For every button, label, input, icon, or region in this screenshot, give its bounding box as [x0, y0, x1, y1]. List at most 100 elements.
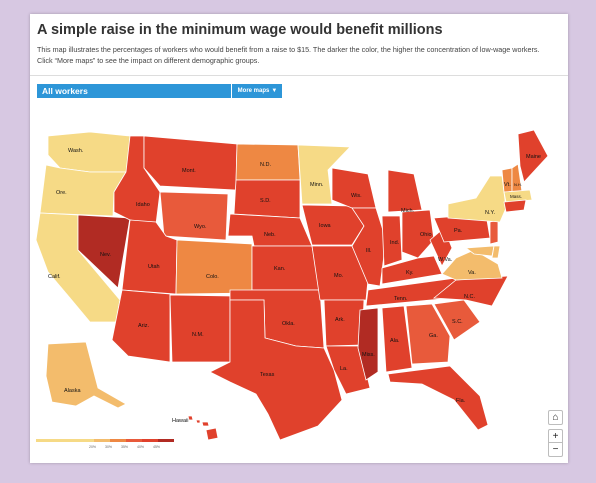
legend-tick-label: 40%	[137, 445, 144, 449]
page-title: A simple raise in the minimum wage would…	[37, 22, 443, 38]
state-ky[interactable]	[381, 255, 443, 285]
label-fla: Fla.	[456, 398, 466, 404]
state-sc[interactable]	[433, 299, 481, 341]
label-wva: W.Va.	[438, 257, 453, 263]
state-nc[interactable]	[432, 275, 509, 307]
legend-tick-label: 30%	[105, 445, 112, 449]
label-la: La.	[340, 366, 348, 372]
label-ky: Ky.	[406, 270, 414, 276]
state-colo[interactable]	[175, 239, 253, 295]
state-kan[interactable]	[251, 245, 321, 291]
label-nm: N.M.	[192, 332, 204, 338]
state-miss[interactable]	[357, 307, 379, 381]
label-ga: Ga.	[429, 333, 438, 339]
more-maps-button[interactable]: More maps ▼	[231, 84, 283, 98]
state-ohio[interactable]	[401, 209, 435, 259]
state-ala[interactable]	[381, 305, 413, 373]
state-va[interactable]	[441, 249, 503, 281]
state-la[interactable]	[325, 345, 371, 395]
home-icon: ⌂	[552, 412, 559, 423]
home-button[interactable]: ⌂	[548, 410, 563, 425]
state-de[interactable]	[491, 245, 501, 259]
label-idaho: Idaho	[136, 202, 150, 208]
state-nj[interactable]	[489, 219, 499, 245]
label-wyo: Wyo.	[194, 224, 207, 230]
legend-swatch	[142, 439, 158, 442]
legend-swatch	[36, 439, 94, 442]
more-maps-label: More maps	[237, 88, 270, 94]
state-neb[interactable]	[227, 213, 313, 247]
legend-swatch	[94, 439, 110, 442]
state-mo[interactable]	[311, 245, 369, 301]
state-wis[interactable]	[331, 167, 377, 209]
label-maine: Maine	[526, 154, 541, 160]
label-sd: S.D.	[260, 198, 271, 204]
label-wash: Wash.	[68, 148, 84, 154]
state-ill[interactable]	[351, 207, 387, 287]
label-ohio: Ohio	[420, 232, 432, 238]
label-hawaii: Hawaii	[172, 418, 189, 424]
legend-swatch	[110, 439, 126, 442]
label-colo: Colo.	[206, 274, 219, 280]
label-utah: Utah	[148, 264, 160, 270]
label-pa: Pa.	[454, 228, 463, 234]
state-texas[interactable]	[209, 299, 343, 441]
label-ore: Ore.	[56, 190, 67, 196]
zoom-in-button[interactable]: +	[548, 429, 563, 443]
state-mass[interactable]	[503, 189, 533, 203]
label-nc: N.C.	[464, 294, 475, 300]
state-ga[interactable]	[405, 303, 451, 365]
legend-swatch	[126, 439, 142, 442]
legend-swatch	[158, 439, 174, 442]
state-ct-ri[interactable]	[503, 199, 527, 213]
label-texas: Texas	[260, 372, 275, 378]
description: This map illustrates the percentages of …	[37, 45, 540, 65]
state-wash[interactable]	[47, 131, 131, 173]
label-neb: Neb.	[264, 232, 276, 238]
state-ark[interactable]	[323, 299, 365, 347]
caret-down-icon: ▼	[271, 88, 278, 94]
label-calif: Calif.	[48, 274, 61, 280]
label-ark: Ark.	[335, 317, 345, 323]
label-vt: Vt.	[504, 182, 511, 188]
label-mo: Mo.	[334, 273, 344, 279]
label-ala: Ala.	[390, 338, 400, 344]
label-wis: Wis.	[351, 193, 362, 199]
state-alaska[interactable]	[45, 341, 127, 409]
label-ind: Ind.	[390, 240, 400, 246]
state-nm[interactable]	[169, 294, 231, 363]
minus-icon: −	[552, 444, 559, 455]
label-nd: N.D.	[260, 162, 271, 168]
label-minn: Minn.	[310, 182, 324, 188]
legend: 20% 30% 35% 40% 45%	[36, 439, 174, 449]
label-tenn: Tenn.	[394, 296, 408, 302]
state-ore[interactable]	[39, 164, 127, 217]
state-ariz[interactable]	[111, 289, 171, 363]
label-kan: Kan.	[274, 266, 286, 272]
state-hawaii[interactable]	[187, 415, 219, 441]
label-ny: N.Y.	[485, 210, 495, 216]
us-map[interactable]: Wash. Ore. Calif. Nev. Idaho Mont. Wyo. …	[30, 100, 568, 445]
label-iowa: Iowa	[319, 223, 332, 229]
map-card: A simple raise in the minimum wage would…	[30, 14, 568, 463]
label-okla: Okla.	[282, 321, 295, 327]
label-va: Va.	[468, 270, 476, 276]
state-ind[interactable]	[381, 215, 403, 267]
state-mich[interactable]	[387, 169, 423, 213]
state-nev[interactable]	[77, 214, 131, 289]
legend-tick-label: 35%	[121, 445, 128, 449]
state-wyo[interactable]	[159, 191, 229, 241]
state-vt[interactable]	[501, 167, 513, 193]
zoom-out-button[interactable]: −	[548, 442, 563, 457]
state-fla[interactable]	[387, 365, 489, 431]
legend-tick-label: 45%	[153, 445, 160, 449]
state-maine[interactable]	[517, 129, 549, 183]
state-minn[interactable]	[297, 144, 351, 205]
label-alaska: Alaska	[64, 388, 81, 394]
state-ny[interactable]	[447, 175, 507, 223]
map-selector-bar: All workers More maps ▼	[37, 84, 282, 98]
legend-tick-label: 20%	[89, 445, 96, 449]
label-miss: Miss.	[362, 352, 375, 358]
state-mont[interactable]	[143, 135, 238, 191]
label-mass: Mass.	[510, 194, 522, 199]
